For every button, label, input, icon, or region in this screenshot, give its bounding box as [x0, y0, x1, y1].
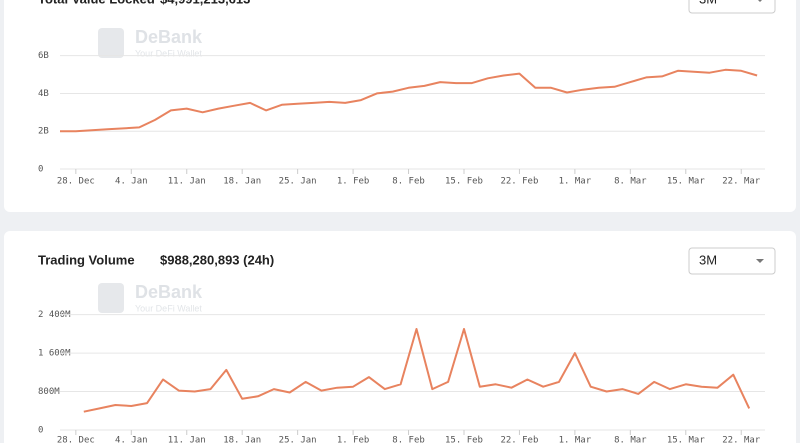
watermark-tagline: Your DeFi Wallet [135, 303, 202, 313]
x-tick-label: 11. Jan [168, 177, 206, 187]
x-tick-label: 4. Jan [115, 177, 148, 187]
watermark-tagline: Your DeFi Wallet [135, 48, 202, 58]
x-tick-label: 1. Mar [559, 177, 592, 187]
watermark-logo [98, 28, 124, 58]
y-tick-label: 1 600M [38, 349, 71, 359]
x-tick-label: 22. Feb [500, 436, 538, 443]
x-tick-label: 8. Mar [614, 436, 647, 443]
x-tick-label: 28. Dec [57, 436, 95, 443]
x-tick-label: 22. Feb [500, 177, 538, 187]
range-dropdown-label[interactable]: 3M [699, 252, 717, 267]
y-tick-label: 2B [38, 127, 49, 137]
x-tick-label: 18. Jan [223, 177, 261, 187]
card [4, 0, 796, 212]
x-tick-label: 11. Jan [168, 436, 206, 443]
x-tick-label: 22. Mar [722, 177, 761, 187]
x-tick-label: 25. Jan [279, 177, 317, 187]
range-dropdown-label[interactable]: 3M [699, 0, 717, 6]
range-dropdown[interactable] [688, 247, 776, 275]
x-tick-label: 15. Feb [445, 436, 483, 443]
x-tick-label: 28. Dec [57, 177, 95, 187]
y-tick-label: 2 400M [38, 310, 71, 320]
dropdown-arrow[interactable] [756, 0, 764, 2]
y-tick-label: 800M [38, 387, 60, 397]
chart-title: Total Value Locked [38, 0, 155, 6]
watermark-brand: DeBank [135, 282, 203, 302]
x-tick-label: 8. Feb [392, 436, 425, 443]
x-tick-label: 25. Jan [279, 436, 317, 443]
headline-value: $988,280,893 (24h) [160, 252, 274, 267]
headline-value: $4,991,213,613 [160, 0, 250, 6]
x-tick-label: 15. Mar [667, 177, 706, 187]
x-tick-label: 8. Mar [614, 177, 647, 187]
x-tick-label: 1. Mar [559, 436, 592, 443]
range-dropdown[interactable] [688, 0, 776, 14]
x-tick-label: 1. Feb [337, 177, 370, 187]
y-tick-label: 0 [38, 426, 43, 436]
x-tick-label: 15. Feb [445, 177, 483, 187]
x-tick-label: 1. Feb [337, 436, 370, 443]
y-tick-label: 6B [38, 51, 49, 61]
dropdown-arrow[interactable] [756, 259, 764, 263]
y-tick-label: 0 [38, 165, 43, 175]
x-tick-label: 22. Mar [722, 436, 761, 443]
line [83, 328, 751, 413]
watermark-brand: DeBank [135, 27, 203, 47]
line [60, 68, 758, 133]
chart-title: Trading Volume [38, 252, 135, 267]
y-tick-label: 4B [38, 89, 49, 99]
x-tick-label: 4. Jan [115, 436, 148, 443]
x-tick-label: 8. Feb [392, 177, 425, 187]
x-tick-label: 15. Mar [667, 436, 706, 443]
watermark-logo [98, 283, 124, 313]
x-tick-label: 18. Jan [223, 436, 261, 443]
